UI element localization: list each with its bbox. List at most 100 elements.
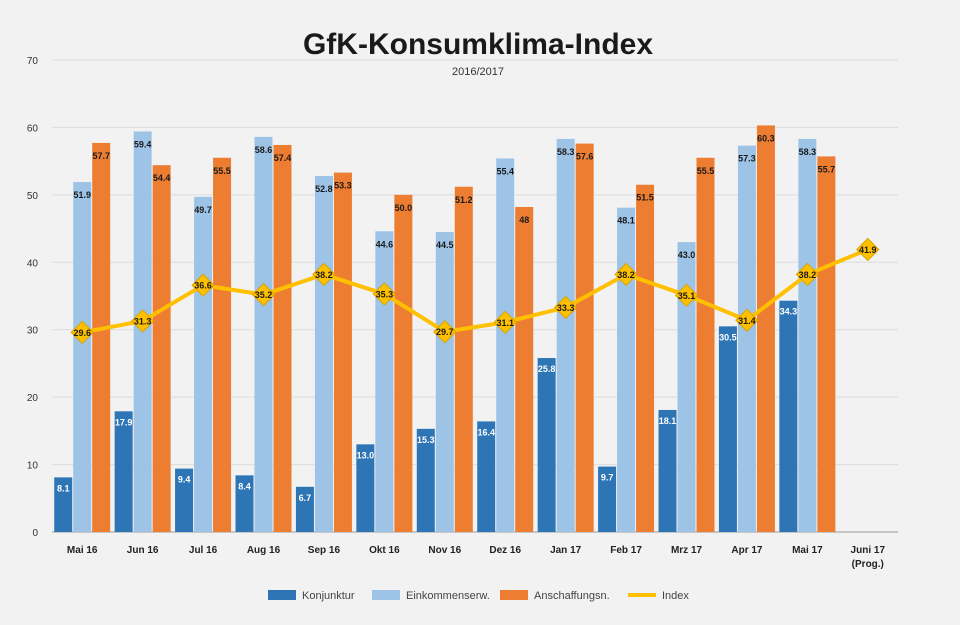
data-label: 38.2 [799,270,817,280]
bar [92,142,111,533]
y-tick-label: 30 [27,326,39,337]
bar [416,428,435,532]
index-marker [493,310,517,335]
bar [779,300,798,532]
data-label: 49.7 [194,205,212,215]
bar [435,231,454,532]
data-label: 38.2 [617,270,635,280]
x-tick-label: Jan 17 [550,545,582,556]
data-label: 58.3 [799,147,817,157]
x-tick-label: Nov 16 [428,545,461,556]
data-label: 16.4 [477,427,495,437]
index-marker [674,283,699,308]
data-label: 31.1 [496,318,514,328]
y-tick-label: 20 [27,393,39,404]
index-marker [372,282,397,306]
data-label: 51.9 [73,190,91,200]
bar [496,158,515,532]
x-axis: Mai 16 Jun 16 Jul 16 Aug 16 Sep 16 Okt 16 Nov … [67,545,886,570]
bar [696,157,715,532]
bar [798,138,817,533]
index-marker [312,262,336,287]
y-tick-label: 40 [27,258,39,269]
bar [737,145,756,533]
data-label: 55.4 [496,166,514,176]
bar [73,182,92,532]
data-label: 55.5 [213,166,231,176]
data-label: 48 [519,215,529,225]
index-marker [191,273,215,297]
index-marker [795,262,820,287]
index-marker [433,320,457,344]
data-label: 51.2 [455,195,473,205]
y-axis: 0 10 20 30 40 50 60 70 [27,56,39,539]
data-label: 38.2 [315,270,333,280]
data-label: 43.0 [678,250,696,260]
index-marker [70,320,94,345]
bar [617,207,636,532]
index-marker [553,295,578,320]
bar [254,136,273,532]
data-label: 30.5 [719,332,737,342]
bar [556,138,575,533]
x-tick-label: Aug 16 [247,545,281,556]
y-tick-label: 50 [27,191,39,202]
y-tick-label: 70 [27,56,39,67]
data-label: 44.6 [376,239,394,249]
data-label: 58.3 [557,147,575,157]
x-tick-label: Juni 17 (Prog.) [851,545,886,570]
x-tick-label: Dez 16 [489,545,521,556]
data-label: 41.9 [859,245,877,255]
bar [356,444,375,532]
y-tick-label: 10 [27,461,39,472]
data-label: 55.7 [818,164,836,174]
bar [537,358,556,532]
gridlines [52,59,898,533]
chart-subtitle: 2016/2017 [452,66,504,78]
data-label: 31.3 [134,316,152,326]
index-line-series: 29.6 31.3 36.6 35.2 38.2 35.3 29.7 31.1 33.3 38.2… [70,237,880,345]
data-label: 55.5 [697,166,715,176]
bar [394,194,413,532]
index-marker [735,308,759,332]
legend-swatch [268,590,296,600]
x-tick-label: Okt 16 [369,545,400,556]
bar [658,409,677,532]
y-tick-label: 60 [27,123,39,134]
chart-title: GfK-Konsumklima-Index [303,28,653,61]
data-label: 48.1 [617,216,635,226]
x-tick-label: Jun 16 [127,545,159,556]
bar [375,231,394,533]
bar [477,421,496,532]
data-label: 18.1 [659,416,677,426]
data-label: 51.5 [636,193,654,203]
data-label: 31.4 [738,316,756,326]
data-label: 35.1 [678,291,696,301]
y-tick-label: 0 [32,528,38,539]
x-tick-label: Mrz 17 [671,545,703,556]
x-tick-label: Apr 17 [731,545,763,556]
x-tick-label: Jul 16 [189,545,218,556]
bar [295,486,314,532]
bar [213,157,232,532]
data-label: 15.3 [417,435,435,445]
bar [273,144,292,532]
data-label: 9.4 [178,475,191,485]
bar [677,242,696,533]
data-label: 53.3 [334,181,352,191]
x-tick-label: Mai 17 [792,545,823,556]
legend-label: Einkommenserw. [406,590,490,602]
data-label: 57.6 [576,152,594,162]
data-label: 29.6 [73,328,91,338]
x-tick-label: Feb 17 [610,545,642,556]
bar-series: 8.1 17.9 9.4 8.4 6.7 13.0 15.3 16.4 25.8 9.7 18.1 3… [54,125,836,533]
data-label: 57.3 [738,154,756,164]
data-label: 36.6 [194,281,212,291]
data-label: 9.7 [601,473,614,483]
legend-label: Index [662,590,689,602]
bar [515,206,534,532]
data-label: 58.6 [255,145,273,155]
data-label: 29.7 [436,327,454,337]
legend-label: Anschaffungsn. [534,590,610,602]
